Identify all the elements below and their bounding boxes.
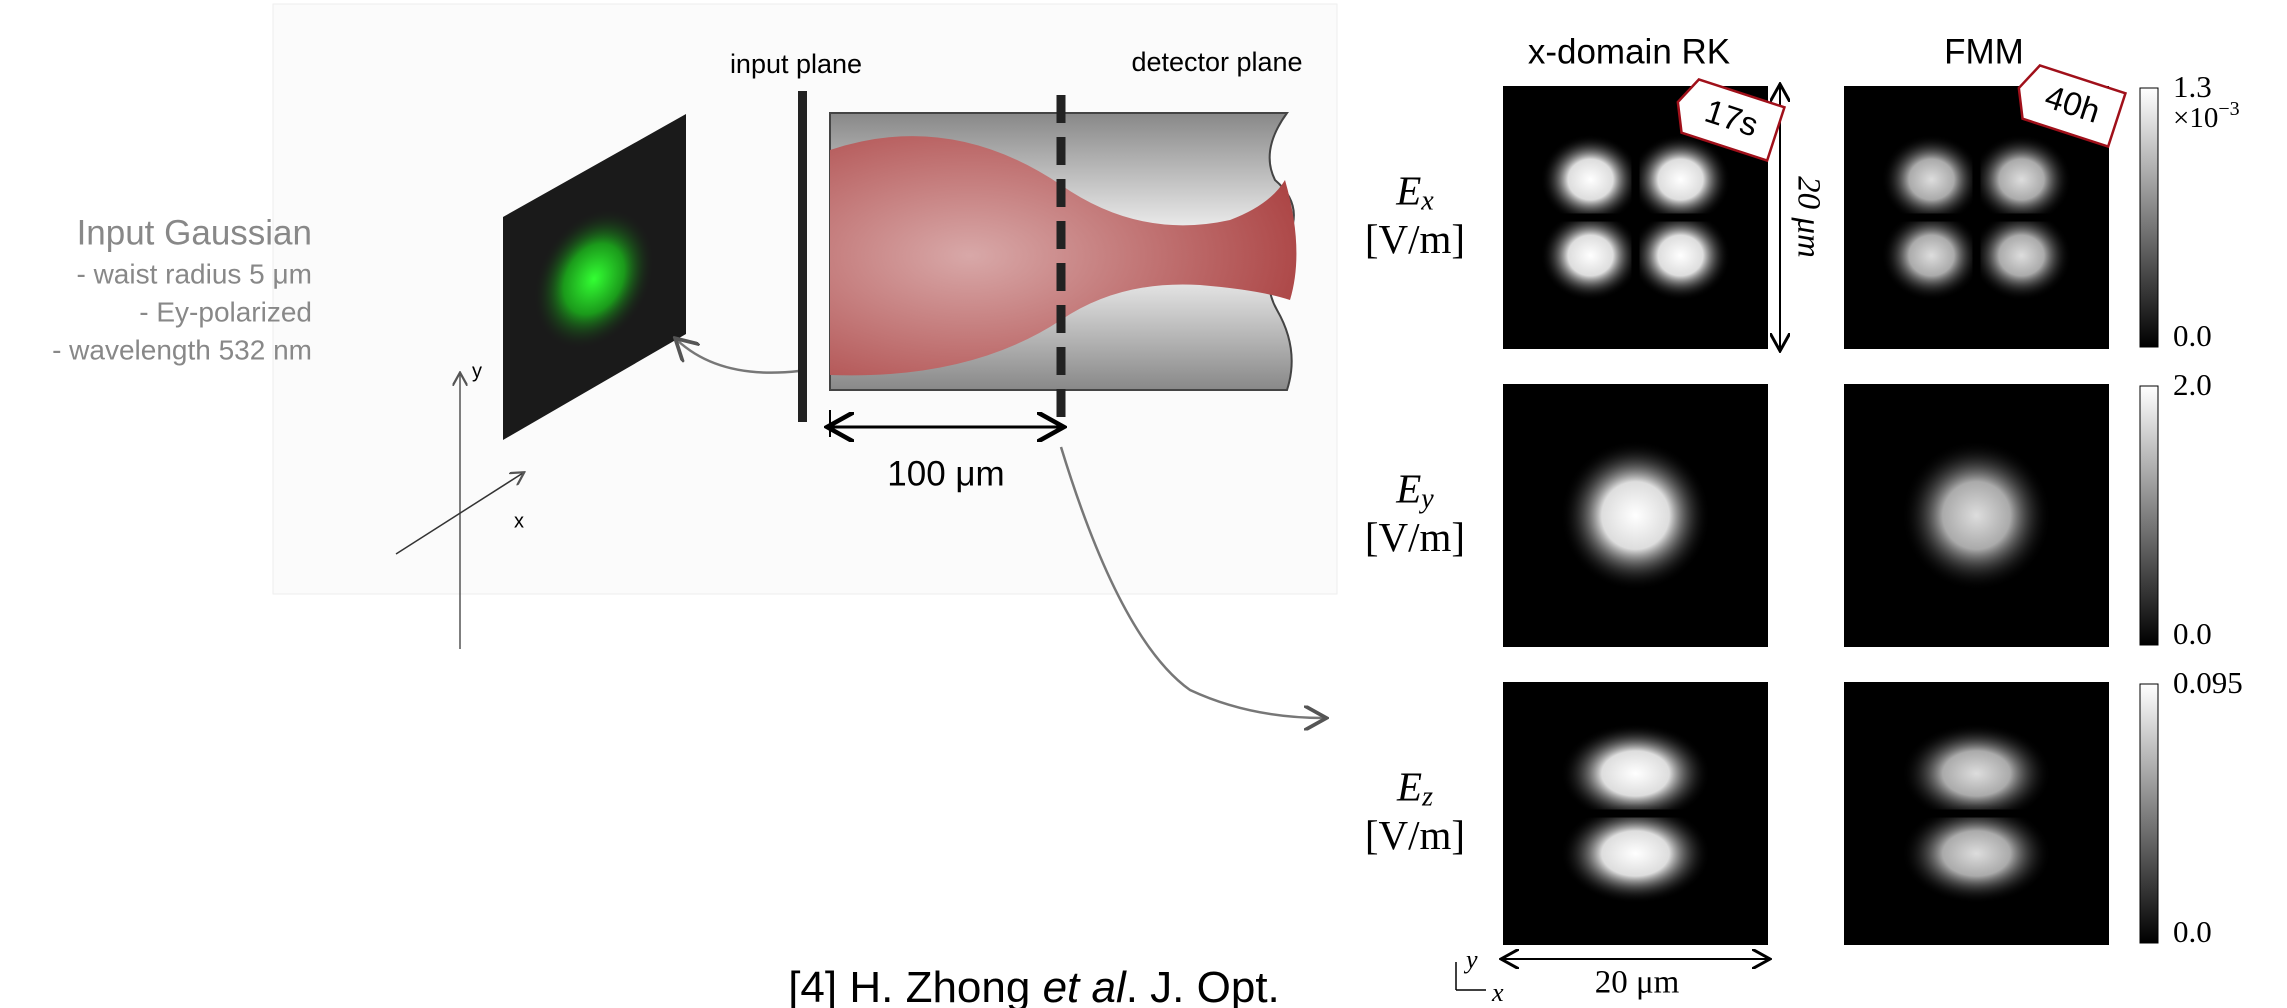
field-sub: x: [1420, 186, 1434, 217]
colorbar-min: 0.0: [2173, 914, 2212, 949]
axis-label: x: [1491, 978, 1504, 1007]
colorbar: [2140, 684, 2158, 943]
height-scale: 20 μm: [1790, 176, 1826, 258]
field-lobe: [1561, 441, 1711, 591]
node-line: [1503, 810, 1768, 818]
colorbar-max: 1.3: [2173, 69, 2212, 104]
field-lobe: [1882, 211, 1982, 301]
field-name: E: [1395, 168, 1421, 214]
length-label: 100 μm: [887, 454, 1004, 493]
unit-label: [V/m]: [1365, 514, 1465, 560]
field-lobe: [1972, 211, 2072, 301]
colorbar-scale: ×10−3: [2173, 98, 2240, 134]
column-header: x-domain RK: [1528, 32, 1730, 71]
input-title: Input Gaussian: [77, 213, 312, 252]
field-lobe: [1541, 211, 1641, 301]
detector-plane-label: detector plane: [1131, 47, 1302, 77]
slide: Input Gaussian - waist radius 5 μm - Ey-…: [0, 0, 2287, 1008]
colorbar: [2140, 88, 2158, 347]
field-name: E: [1395, 466, 1421, 512]
node-line: [1632, 86, 1640, 349]
field-lobe: [1631, 211, 1731, 301]
colorbar-max: 0.095: [2173, 665, 2243, 700]
unit-label: [V/m]: [1365, 812, 1465, 858]
input-plane-label: input plane: [730, 49, 862, 79]
citation-prefix: [4] H. Zhong: [788, 963, 1042, 1008]
field-label: Ey: [1395, 466, 1434, 515]
colorbar-max: 2.0: [2173, 367, 2212, 402]
column-header: FMM: [1944, 32, 2024, 71]
detail: - Ey-polarized: [139, 296, 312, 327]
field-label: Ez: [1396, 764, 1433, 813]
field-lobe: [1561, 804, 1711, 904]
field-sub: z: [1421, 782, 1433, 813]
field-label: Ex: [1395, 168, 1434, 217]
node-line: [1973, 86, 1981, 349]
scale-exponent: −3: [2218, 98, 2239, 120]
field-lobe: [1902, 804, 2052, 904]
colorbar: [2140, 386, 2158, 645]
axis-label: y: [1463, 945, 1478, 974]
axis-label: y: [472, 360, 482, 382]
detail: - wavelength 532 nm: [52, 334, 312, 365]
colorbar-min: 0.0: [2173, 318, 2212, 353]
unit-label: [V/m]: [1365, 216, 1465, 262]
detail: - waist radius 5 μm: [76, 258, 312, 289]
field-name: E: [1396, 764, 1422, 810]
node-line: [1844, 810, 2109, 818]
citation: [4] H. Zhong et al. J. Opt.: [788, 963, 1280, 1008]
axis-label: x: [514, 510, 524, 532]
citation-italic: et al: [1043, 963, 1127, 1008]
width-scale: 20 μm: [1595, 965, 1680, 1001]
input-plane: [798, 91, 807, 422]
scale-base: ×10: [2173, 102, 2218, 134]
citation-suffix: . J. Opt.: [1126, 963, 1280, 1008]
field-lobe: [1902, 441, 2052, 591]
field-sub: y: [1418, 484, 1434, 515]
colorbar-min: 0.0: [2173, 616, 2212, 651]
